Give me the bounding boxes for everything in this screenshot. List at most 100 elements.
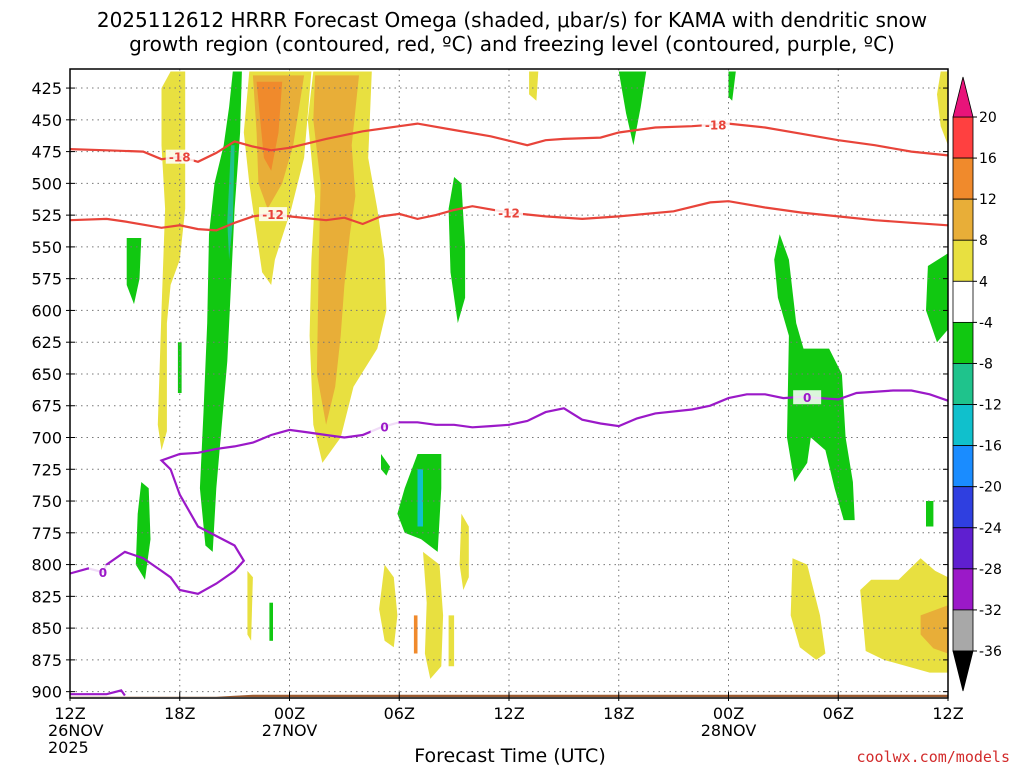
y-tick-label: 475 bbox=[31, 143, 62, 162]
x-tick-label: 06Z bbox=[384, 704, 415, 723]
omega-shaded-region-24 bbox=[379, 564, 398, 648]
x-tick-label: 12Z bbox=[54, 704, 85, 723]
colorbar-label: -36 bbox=[979, 644, 1002, 660]
y-tick-label: 775 bbox=[31, 524, 62, 543]
omega-shaded-region-31 bbox=[413, 615, 418, 654]
colorbar-bin-8 bbox=[952, 445, 974, 488]
omega-shaded-region-20 bbox=[269, 602, 273, 641]
colorbar-bin-7 bbox=[952, 404, 974, 447]
y-tick-label: 575 bbox=[31, 270, 62, 289]
contour-label-bg bbox=[495, 205, 523, 220]
contour-label-bg bbox=[701, 117, 730, 132]
omega-shaded-region-21 bbox=[529, 71, 539, 101]
x-tick-label: 18Z bbox=[603, 704, 634, 723]
colorbar-bin-2 bbox=[952, 198, 974, 241]
contour-label: -18 bbox=[705, 119, 727, 133]
colorbar-label: -28 bbox=[979, 562, 1002, 578]
omega-shaded-region-6 bbox=[199, 71, 242, 552]
omega-shaded-region-13 bbox=[728, 71, 736, 101]
y-tick-label: 450 bbox=[31, 111, 62, 130]
colorbar-bin-1 bbox=[952, 157, 974, 200]
colorbar-label: 4 bbox=[979, 274, 988, 290]
colorbar-bottom-extension bbox=[952, 650, 974, 692]
y-tick-label: 500 bbox=[31, 174, 62, 193]
colorbar-label: -20 bbox=[979, 480, 1002, 496]
x-tick-label: 06Z bbox=[823, 704, 854, 723]
y-tick-label: 600 bbox=[31, 301, 62, 320]
y-tick-label: 625 bbox=[31, 333, 62, 352]
omega-shaded-region-19 bbox=[417, 469, 423, 527]
omega-shaded-region-22 bbox=[937, 71, 948, 146]
colorbar-bin-3 bbox=[952, 239, 974, 282]
omega-shaded-region-23 bbox=[423, 551, 444, 679]
colorbar-bin-6 bbox=[952, 363, 974, 405]
contour-label: 0 bbox=[803, 391, 811, 405]
contour-label-bg bbox=[88, 565, 117, 580]
credit-link[interactable]: coolwx.com/models bbox=[856, 748, 1010, 766]
chart-title-line-2: growth region (contoured, red, ºC) and f… bbox=[129, 32, 895, 56]
x-tick-label: 12Z bbox=[932, 704, 963, 723]
x-tick-label: 26NOV bbox=[48, 721, 104, 740]
x-tick-label: 2025 bbox=[48, 738, 89, 757]
omega-shaded-region-8 bbox=[126, 238, 142, 305]
colorbar-label: 8 bbox=[979, 233, 988, 249]
colorbar-label: -8 bbox=[979, 356, 993, 372]
y-tick-label: 675 bbox=[31, 397, 62, 416]
colorbar-label: -32 bbox=[979, 603, 1002, 619]
colorbar-bin-9 bbox=[952, 486, 974, 529]
colorbar-bin-4 bbox=[952, 280, 974, 323]
omega-shaded-region-28 bbox=[790, 558, 826, 660]
omega-shaded-region-17 bbox=[381, 454, 391, 476]
omega-shaded-region-26 bbox=[247, 570, 253, 641]
x-tick-label: 12Z bbox=[493, 704, 524, 723]
omega-shaded-region-16 bbox=[926, 501, 934, 527]
contour-label: 0 bbox=[380, 420, 388, 434]
colorbar-label: 20 bbox=[979, 110, 997, 126]
y-tick-label: 700 bbox=[31, 429, 62, 448]
x-axis-label: Forecast Time (UTC) bbox=[414, 745, 606, 767]
y-tick-label: 550 bbox=[31, 238, 62, 257]
colorbar-label: -24 bbox=[979, 521, 1002, 537]
colorbar-bin-10 bbox=[952, 527, 974, 570]
x-tick-label: 18Z bbox=[164, 704, 195, 723]
omega-shaded-region-29 bbox=[860, 558, 948, 673]
colorbar-label: 12 bbox=[979, 192, 997, 208]
contour-label: -12 bbox=[498, 207, 520, 221]
omega-shaded-region-12 bbox=[618, 71, 647, 146]
colorbar-bin-5 bbox=[952, 321, 974, 364]
colorbar-label: 16 bbox=[979, 151, 997, 167]
y-tick-label: 850 bbox=[31, 619, 62, 638]
omega-shaded-region-0 bbox=[157, 71, 186, 451]
contour-label-bg bbox=[165, 149, 194, 164]
colorbar-label: -4 bbox=[979, 315, 993, 331]
contour-label-bg bbox=[259, 207, 288, 222]
contour-line-1 bbox=[69, 200, 949, 232]
x-tick-label: 27NOV bbox=[262, 721, 318, 740]
contour-label: -18 bbox=[169, 151, 191, 165]
y-tick-label: 825 bbox=[31, 587, 62, 606]
y-tick-label: 900 bbox=[31, 683, 62, 702]
contour-label: 0 bbox=[99, 566, 107, 580]
y-tick-label: 725 bbox=[31, 460, 62, 479]
colorbar-bin-12 bbox=[952, 609, 974, 652]
omega-shaded-region-7 bbox=[227, 145, 235, 260]
omega-shaded-region-11 bbox=[448, 177, 466, 324]
x-tick-label: 00Z bbox=[713, 704, 744, 723]
y-tick-label: 750 bbox=[31, 492, 62, 511]
omega-shaded-region-4 bbox=[313, 75, 359, 425]
colorbar-bin-11 bbox=[952, 568, 974, 611]
contour-label-bg bbox=[793, 390, 822, 405]
x-tick-label: 28NOV bbox=[701, 721, 757, 740]
omega-shaded-region-30 bbox=[920, 605, 948, 654]
contour-line-0 bbox=[69, 122, 949, 163]
omega-shaded-region-14 bbox=[774, 234, 855, 521]
omega-shaded-region-9 bbox=[135, 482, 151, 580]
omega-shaded-region-10 bbox=[177, 342, 182, 393]
y-tick-label: 525 bbox=[31, 206, 62, 225]
omega-shaded-region-15 bbox=[926, 253, 948, 343]
x-tick-label: 00Z bbox=[274, 704, 305, 723]
colorbar-label: -16 bbox=[979, 439, 1002, 455]
colorbar-top-extension bbox=[952, 76, 974, 118]
contour-label: -12 bbox=[262, 208, 284, 222]
